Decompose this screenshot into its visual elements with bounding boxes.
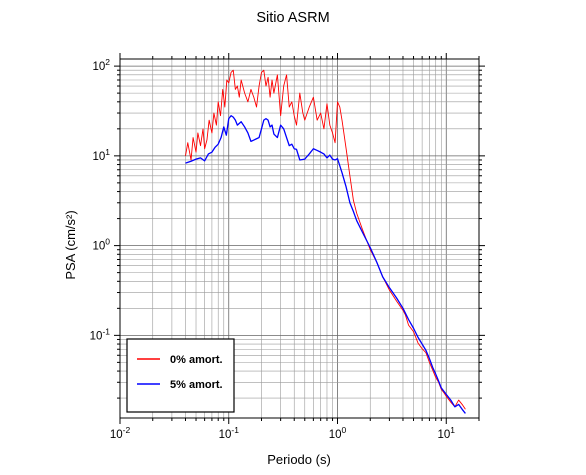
y-tick-label: 102 [92,57,110,73]
plot-frame [119,58,480,419]
series-line-1 [185,115,466,414]
x-tick-label: 101 [437,425,455,441]
series-line-0 [185,69,466,410]
y-tick-label: 100 [92,237,110,253]
series-lines [185,69,466,414]
legend-label-0: 0% amort. [170,354,223,366]
x-tick-label: 10-2 [110,425,131,441]
y-tick-labels: 10-1 100 101 102 [90,57,111,342]
x-tick-label: 100 [329,425,347,441]
legend: 0% amort. 5% amort. [126,338,235,413]
chart-title: Sitio ASRM [256,10,329,26]
legend-label-1: 5% amort. [170,379,223,391]
x-tick-label: 10-1 [219,425,240,441]
grid [119,59,480,418]
y-axis-label: PSA (cm/s²) [63,210,78,279]
x-axis-label: Periodo (s) [267,452,331,467]
y-tick-label: 10-1 [90,326,111,342]
legend-box [126,338,235,413]
y-tick-label: 101 [92,147,110,163]
x-tick-labels: 10-2 10-1 100 101 [110,425,455,441]
